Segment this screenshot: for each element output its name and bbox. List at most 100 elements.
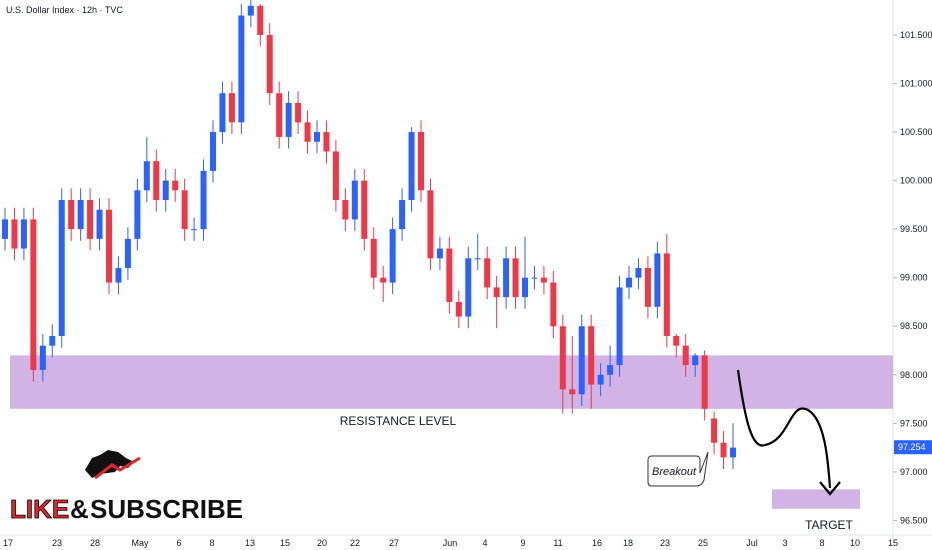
candle-body — [124, 238, 131, 268]
candle-body — [540, 277, 547, 283]
candle-body — [134, 190, 141, 239]
last-price-label: 97.254 — [898, 442, 926, 452]
candle-body — [219, 93, 226, 133]
candle-body — [455, 301, 462, 317]
y-tick-label: 98.000 — [900, 370, 928, 380]
candle-body — [654, 253, 661, 307]
candle-body — [616, 287, 623, 366]
candle-body — [484, 258, 491, 288]
projection-arrow — [736, 369, 832, 489]
candle-body — [673, 335, 680, 346]
candle-body — [644, 267, 651, 307]
axes: 96.500 97.000 97.500 98.000 98.500 99.000 99.5… — [3, 30, 932, 548]
candle-body — [30, 219, 37, 370]
candle-body — [503, 258, 510, 298]
x-tick-label: 8 — [819, 538, 824, 548]
x-tick-label: 10 — [850, 538, 860, 548]
candle-body — [68, 200, 75, 230]
candle-body — [493, 287, 500, 298]
candle-body — [720, 442, 727, 458]
candle-body — [77, 200, 84, 230]
chart-title: U.S. Dollar Index · 12h · TVC — [6, 5, 123, 15]
logo-amp: & — [70, 494, 89, 524]
candle-body — [58, 200, 65, 336]
candle-body — [191, 229, 198, 231]
candle-body — [730, 447, 736, 458]
candle-body — [39, 345, 46, 370]
y-tick-label: 98.500 — [900, 321, 928, 331]
candle-body — [106, 209, 112, 283]
candle-body — [436, 248, 443, 259]
candle-body — [266, 34, 273, 94]
y-tick-label: 100.500 — [900, 127, 932, 137]
candle-body — [153, 161, 160, 201]
x-tick-label: 27 — [389, 538, 399, 548]
candle-body — [626, 277, 632, 288]
candle-body — [512, 258, 519, 298]
x-tick-label: 8 — [209, 538, 214, 548]
zone — [10, 355, 893, 409]
x-tick-label: May — [131, 538, 149, 548]
candle-body — [361, 180, 368, 239]
candle-body — [162, 180, 169, 201]
x-tick-label: 20 — [317, 538, 327, 548]
x-tick-label: 18 — [623, 538, 633, 548]
candle-body — [446, 248, 453, 302]
candle-body — [578, 326, 585, 395]
candle-body — [569, 389, 576, 395]
y-tick-label: 101.000 — [900, 79, 932, 89]
candle-body — [2, 219, 8, 239]
breakout-label: Breakout — [652, 466, 697, 478]
candle-body — [332, 151, 339, 201]
candle-body — [607, 365, 614, 375]
x-tick-label: Jun — [443, 538, 458, 548]
candle-body — [115, 267, 122, 283]
candle-body — [20, 219, 27, 249]
x-tick-label: 4 — [482, 538, 487, 548]
candle-body — [531, 277, 538, 279]
candle-body — [370, 238, 377, 278]
candle-body — [474, 258, 481, 260]
y-tick-label: 99.000 — [900, 273, 928, 283]
x-tick-label: 22 — [350, 538, 360, 548]
last-price-box — [894, 440, 932, 455]
candle-body — [314, 132, 320, 142]
x-tick-label: 13 — [245, 538, 255, 548]
candle-body — [408, 132, 415, 201]
candle-body — [238, 15, 245, 123]
candle-body — [181, 190, 188, 230]
candle-body — [96, 209, 103, 239]
candle-body — [465, 258, 472, 317]
x-tick-label: 6 — [176, 538, 181, 548]
candle-body — [285, 102, 292, 137]
x-tick-label: 23 — [52, 538, 62, 548]
bull-bear-icon — [85, 450, 134, 478]
candle-body — [247, 5, 254, 16]
x-tick-label: 25 — [698, 538, 708, 548]
x-tick-label: 23 — [660, 538, 670, 548]
candle-body — [143, 161, 150, 191]
candle-body — [418, 132, 424, 191]
candle-body — [342, 200, 349, 220]
candle-body — [427, 190, 434, 259]
candle-body — [304, 122, 311, 142]
candle-body — [711, 418, 718, 443]
candle-body — [210, 132, 216, 171]
candle-body — [522, 277, 528, 298]
zones: RESISTANCE LEVEL TARGET — [10, 355, 893, 532]
x-tick-label: 15 — [888, 538, 898, 548]
candle-body — [323, 132, 330, 152]
x-tick-label: 15 — [280, 538, 290, 548]
candle-body — [172, 180, 179, 191]
candle-body — [11, 219, 18, 249]
x-tick-label: 11 — [553, 538, 562, 548]
x-tick-label: 3 — [782, 538, 787, 548]
candle-body — [588, 326, 595, 385]
candle-body — [692, 355, 699, 366]
candle-body — [389, 229, 396, 283]
candles — [2, 0, 736, 469]
y-tick-label: 101.500 — [900, 30, 932, 40]
x-tick-label: 16 — [592, 538, 602, 548]
